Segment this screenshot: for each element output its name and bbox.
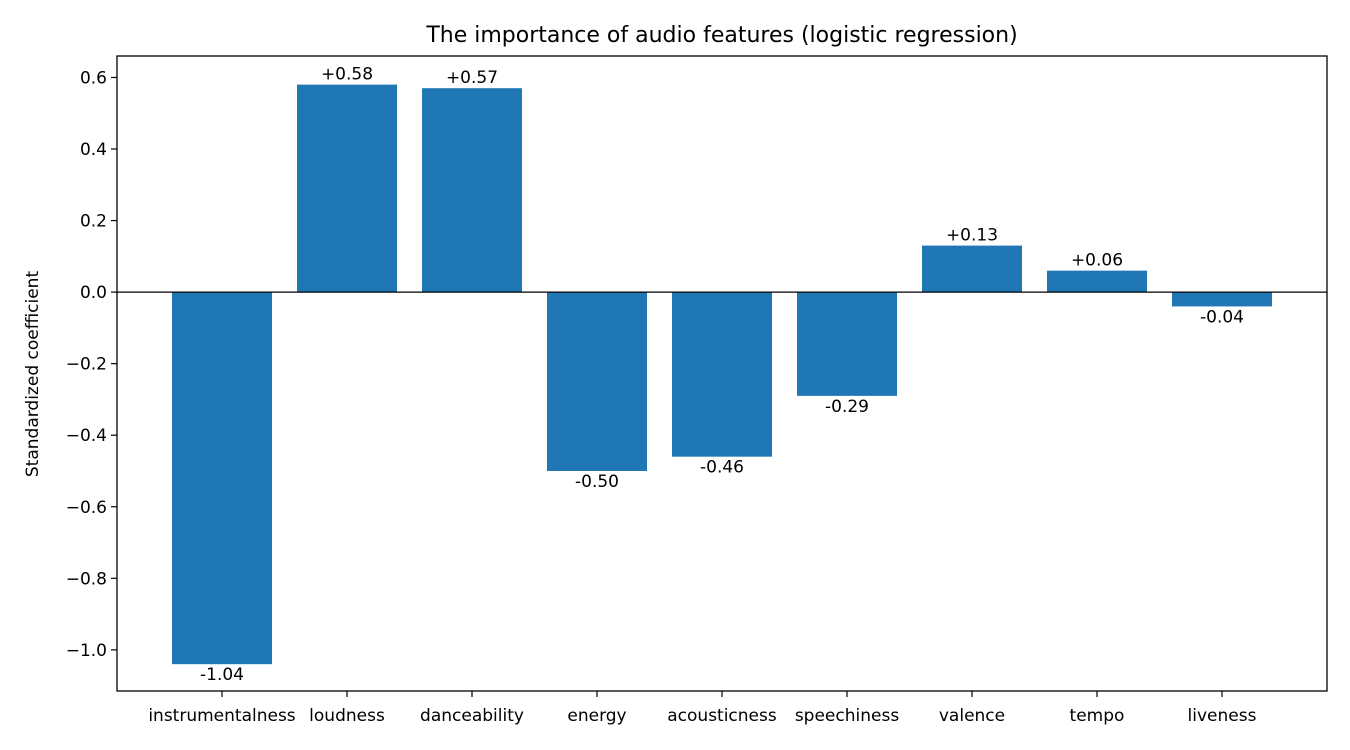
x-tick-label: danceability (420, 706, 524, 726)
y-tick-label: −0.2 (66, 355, 107, 375)
data-label: +0.06 (1071, 251, 1123, 271)
x-tick-label: loudness (309, 706, 385, 726)
bar (422, 88, 522, 293)
data-label: +0.57 (446, 68, 498, 88)
y-axis: −1.0 −0.8 −0.6 −0.4 −0.2 0.0 0.2 0.4 0.6 (66, 68, 117, 661)
y-tick-label: −1.0 (66, 641, 107, 661)
bar (672, 292, 772, 457)
bar (547, 292, 647, 471)
bars-layer (172, 84, 1272, 665)
data-label: -0.29 (825, 397, 869, 417)
x-axis: instrumentalness loudness danceability ener… (148, 691, 1257, 726)
x-tick-label: liveness (1188, 706, 1257, 726)
data-label: +0.58 (321, 65, 373, 85)
bar (797, 292, 897, 396)
y-tick-label: 0.2 (80, 212, 107, 232)
data-label: -0.46 (700, 458, 744, 478)
plot-frame (116, 55, 1328, 692)
data-labels-layer: -1.04 +0.58 +0.57 -0.50 -0.46 -0.29 +0.13 +0.06… (200, 65, 1244, 686)
data-label: -0.04 (1200, 307, 1244, 327)
bar (1172, 292, 1272, 307)
x-tick-label: speechiness (795, 706, 900, 726)
y-axis-label: Standardized coefficient (23, 271, 43, 478)
y-tick-label: 0.4 (80, 140, 107, 160)
data-label: -0.50 (575, 472, 619, 492)
x-tick-label: acousticness (667, 706, 777, 726)
x-tick-label: energy (567, 706, 626, 726)
x-tick-label: tempo (1070, 706, 1125, 726)
x-tick-label: instrumentalness (148, 706, 295, 726)
data-label: +0.13 (946, 226, 998, 246)
y-tick-label: −0.8 (66, 569, 107, 589)
bar (1047, 270, 1147, 293)
bar (922, 245, 1022, 293)
y-tick-label: 0.0 (80, 283, 107, 303)
y-tick-label: 0.6 (80, 68, 107, 88)
bar (297, 84, 397, 293)
x-tick-label: valence (939, 706, 1005, 726)
chart-title: The importance of audio features (logist… (425, 23, 1017, 48)
y-tick-label: −0.4 (66, 426, 107, 446)
bar (172, 292, 272, 665)
data-label: -1.04 (200, 665, 244, 685)
y-tick-label: −0.6 (66, 498, 107, 518)
